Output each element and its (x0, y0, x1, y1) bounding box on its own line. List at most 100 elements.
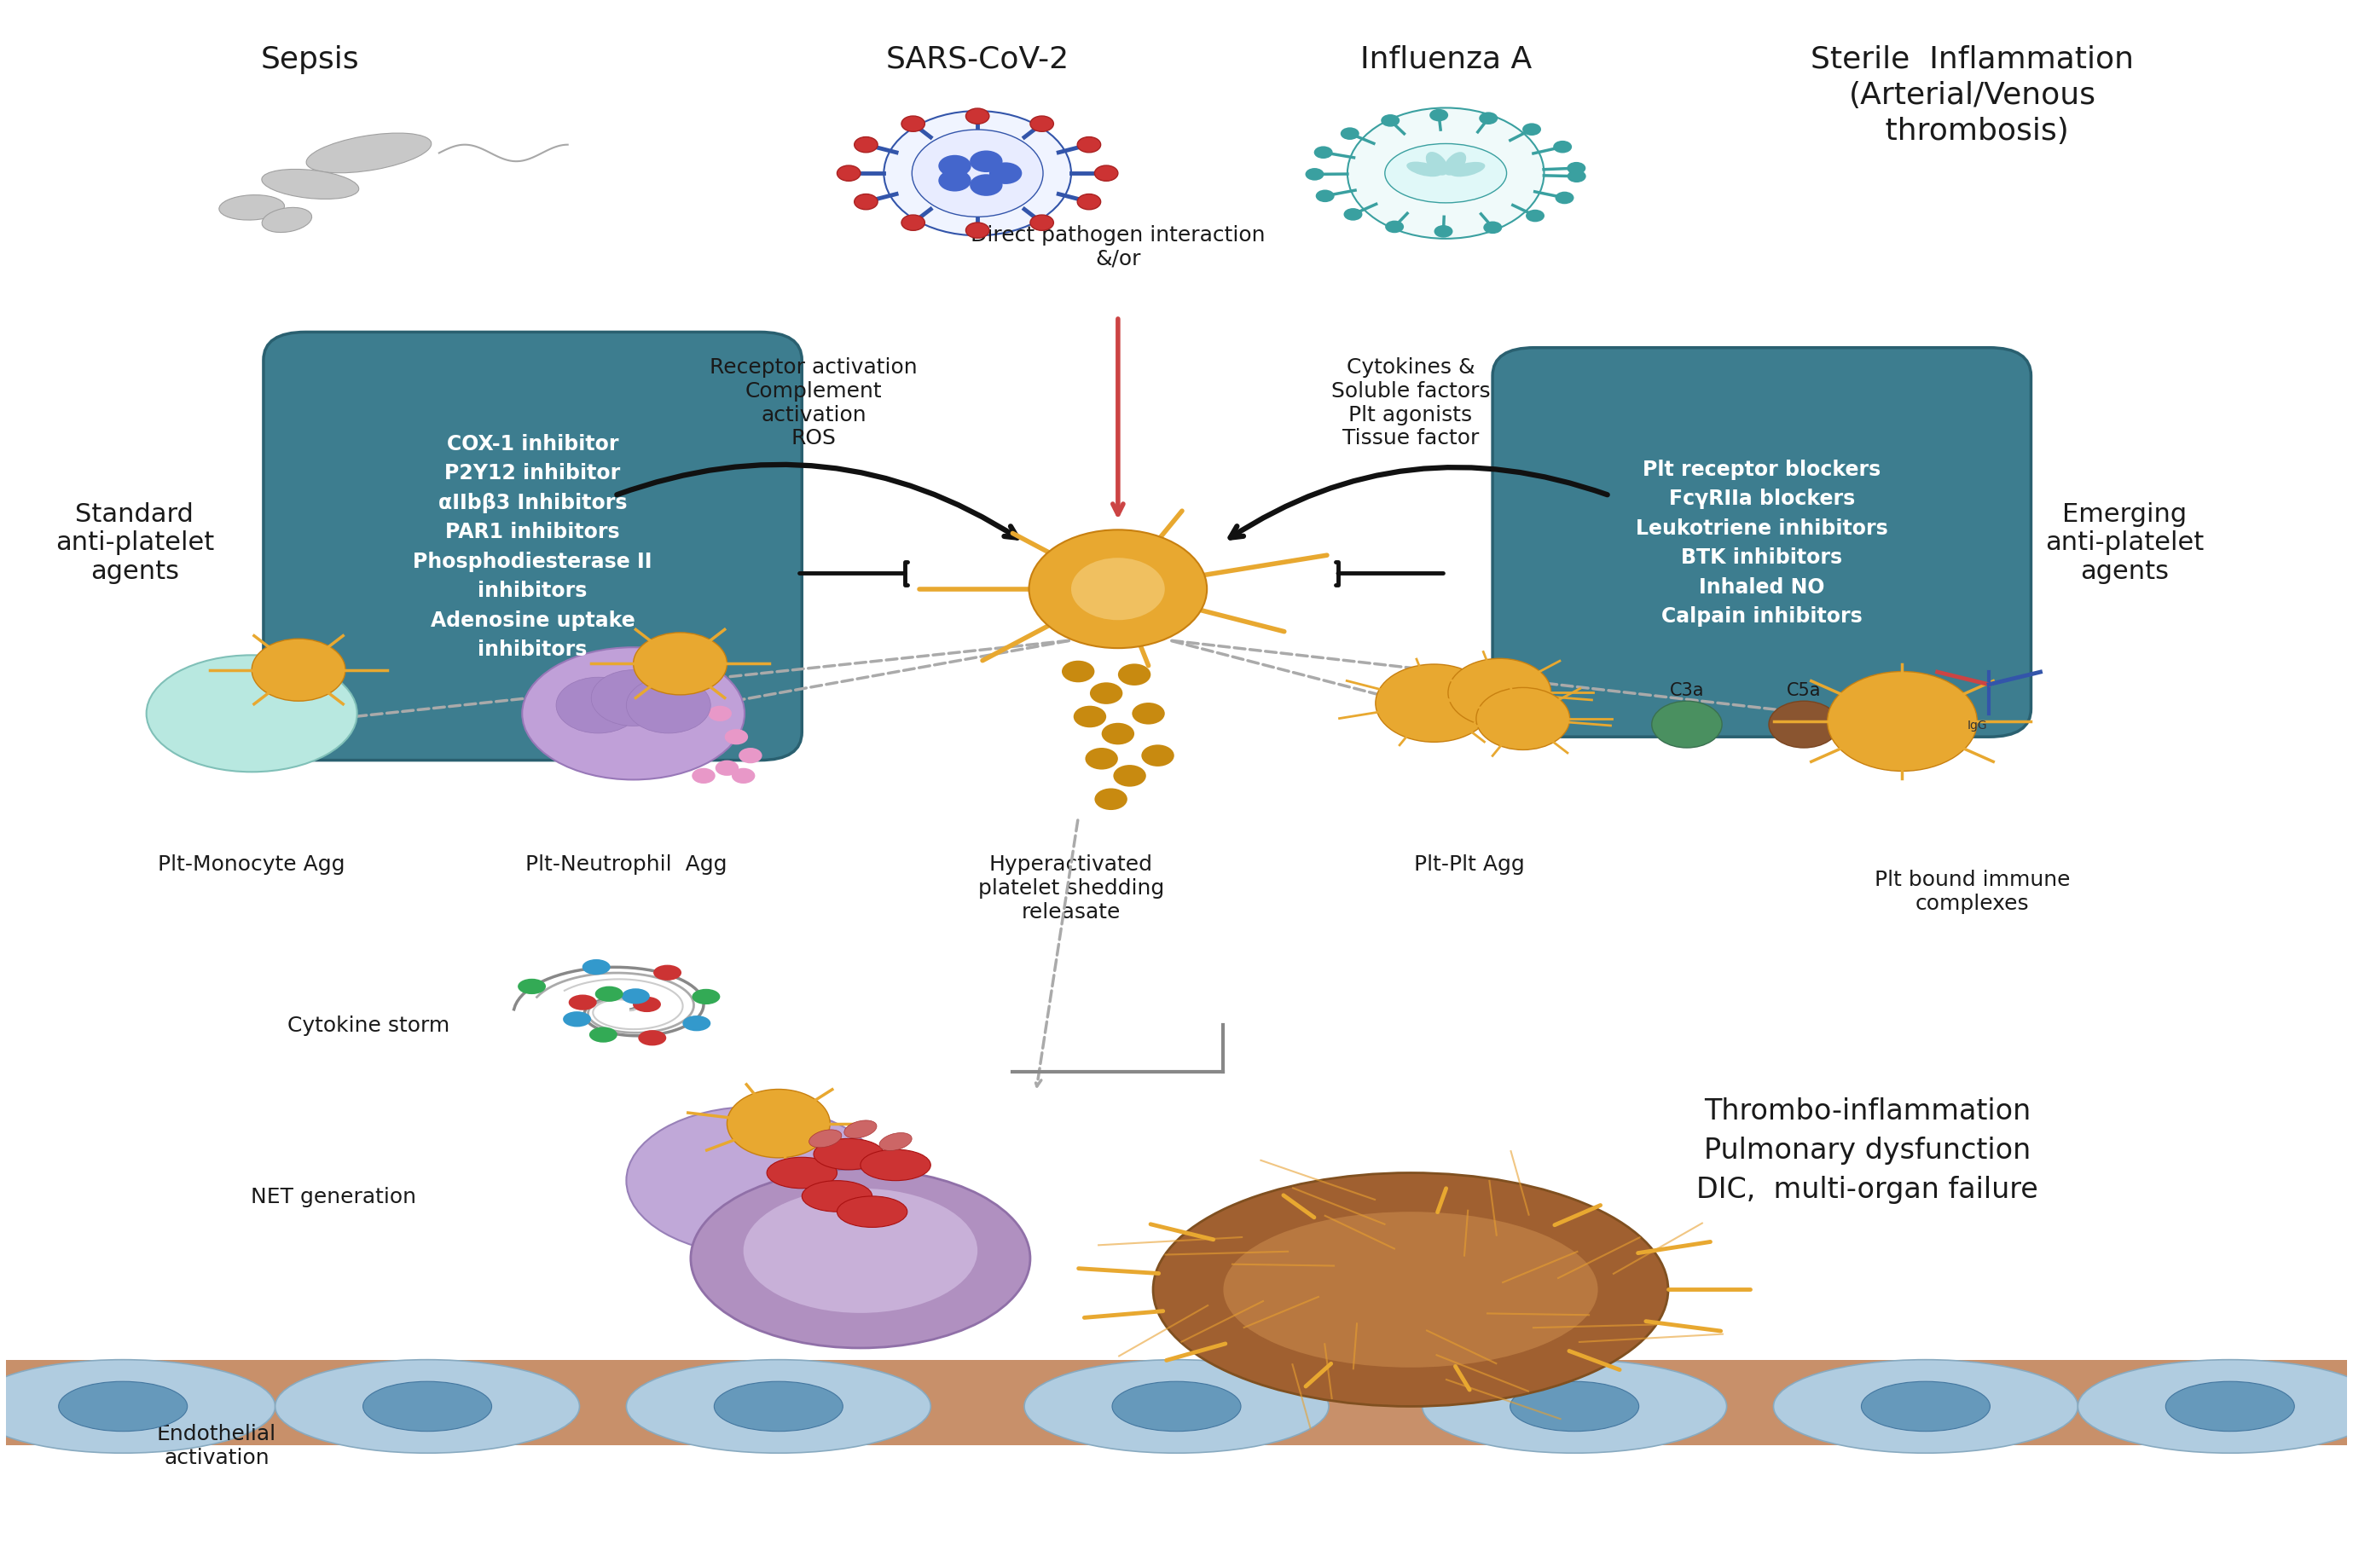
Circle shape (939, 171, 972, 193)
Circle shape (1553, 141, 1572, 154)
Circle shape (965, 223, 988, 238)
Text: Cytokines &
Soluble factors
Plt agonists
Tissue factor: Cytokines & Soluble factors Plt agonists… (1332, 358, 1489, 448)
Ellipse shape (861, 1149, 932, 1181)
Circle shape (1381, 114, 1400, 127)
Circle shape (1377, 665, 1492, 743)
Text: Emerging
anti-platelet
agents: Emerging anti-platelet agents (2045, 502, 2205, 583)
Circle shape (885, 111, 1071, 237)
Circle shape (1118, 665, 1151, 685)
Circle shape (1828, 673, 1977, 771)
Text: Plt-Plt Agg: Plt-Plt Agg (1414, 855, 1525, 875)
Ellipse shape (692, 1170, 1031, 1348)
Circle shape (626, 677, 711, 734)
Circle shape (708, 706, 732, 721)
Bar (7, 1359, 2346, 1446)
Circle shape (1433, 226, 1452, 238)
Ellipse shape (219, 196, 285, 221)
Circle shape (1306, 169, 1325, 182)
Circle shape (1073, 706, 1106, 728)
Ellipse shape (261, 169, 358, 199)
Ellipse shape (59, 1381, 188, 1432)
Circle shape (1031, 216, 1054, 230)
Ellipse shape (1421, 1359, 1727, 1454)
Circle shape (1555, 193, 1574, 205)
Circle shape (591, 671, 675, 726)
Bar (1795, 721, 1814, 743)
Circle shape (555, 677, 640, 734)
Circle shape (1141, 745, 1174, 767)
Circle shape (1567, 163, 1586, 176)
FancyBboxPatch shape (264, 332, 802, 760)
Ellipse shape (845, 1121, 878, 1138)
Ellipse shape (1449, 163, 1485, 177)
Circle shape (1386, 221, 1405, 234)
Circle shape (965, 110, 988, 125)
Circle shape (1132, 702, 1165, 724)
Ellipse shape (713, 1381, 842, 1432)
Text: C3a: C3a (1671, 682, 1704, 698)
FancyBboxPatch shape (1492, 348, 2031, 737)
Circle shape (725, 729, 748, 745)
Circle shape (939, 155, 972, 177)
Ellipse shape (2078, 1359, 2353, 1454)
Circle shape (1094, 789, 1127, 811)
Ellipse shape (814, 1138, 885, 1170)
Circle shape (1475, 688, 1569, 750)
Ellipse shape (275, 1359, 579, 1454)
Ellipse shape (1224, 1212, 1598, 1367)
Text: Hyperactivated
platelet shedding
releasate: Hyperactivated platelet shedding releasa… (979, 855, 1165, 922)
Ellipse shape (1445, 152, 1466, 176)
Circle shape (988, 163, 1021, 185)
Circle shape (969, 151, 1002, 172)
Circle shape (252, 640, 346, 701)
Text: COX-1 inhibitor
P2Y12 inhibitor
αIIbβ3 Inhibitors
PAR1 inhibitors
Phosphodiester: COX-1 inhibitor P2Y12 inhibitor αIIbβ3 I… (414, 434, 652, 660)
Ellipse shape (1769, 701, 1840, 748)
Text: C5a: C5a (1786, 682, 1821, 698)
Ellipse shape (522, 648, 744, 781)
Circle shape (1313, 147, 1332, 160)
Text: Receptor activation
Complement
activation
ROS: Receptor activation Complement activatio… (711, 358, 918, 448)
Text: Sterile  Inflammation
(Arterial/Venous
 thrombosis): Sterile Inflammation (Arterial/Venous th… (1812, 45, 2134, 146)
Circle shape (732, 768, 755, 784)
Circle shape (1078, 194, 1101, 210)
Circle shape (739, 748, 762, 764)
Ellipse shape (744, 1189, 976, 1312)
Text: Thrombo-inflammation
Pulmonary dysfunction
DIC,  multi-organ failure: Thrombo-inflammation Pulmonary dysfuncti… (1697, 1096, 2038, 1203)
Circle shape (1028, 530, 1207, 649)
Ellipse shape (1113, 1381, 1240, 1432)
Ellipse shape (767, 1157, 838, 1189)
Circle shape (1567, 171, 1586, 183)
Ellipse shape (654, 966, 682, 980)
Text: Influenza A: Influenza A (1360, 45, 1532, 74)
Circle shape (1061, 662, 1094, 682)
Ellipse shape (802, 1181, 873, 1212)
Text: Plt bound immune
complexes: Plt bound immune complexes (1875, 870, 2071, 914)
Circle shape (1525, 210, 1544, 223)
Circle shape (1085, 748, 1118, 770)
Ellipse shape (692, 989, 720, 1005)
Ellipse shape (588, 1027, 616, 1043)
Ellipse shape (1153, 1173, 1668, 1406)
Circle shape (1031, 116, 1054, 132)
Text: Standard
anti-platelet
agents: Standard anti-platelet agents (54, 502, 214, 583)
Text: SARS-CoV-2: SARS-CoV-2 (885, 45, 1068, 74)
Circle shape (1431, 110, 1447, 122)
Circle shape (901, 116, 925, 132)
Ellipse shape (626, 1359, 932, 1454)
Ellipse shape (838, 1196, 908, 1228)
Circle shape (1480, 113, 1499, 125)
Ellipse shape (306, 133, 431, 174)
Text: Plt-Monocyte Agg: Plt-Monocyte Agg (158, 855, 346, 875)
Text: Direct pathogen interaction
&/or: Direct pathogen interaction &/or (972, 226, 1266, 270)
Circle shape (838, 166, 861, 182)
Circle shape (1522, 124, 1541, 136)
Circle shape (1101, 723, 1134, 745)
Circle shape (854, 138, 878, 154)
Ellipse shape (1386, 144, 1506, 204)
Text: Plt receptor blockers
FcγRIIa blockers
Leukotriene inhibitors
BTK inhibitors
Inh: Plt receptor blockers FcγRIIa blockers L… (1635, 459, 1887, 626)
Text: Endothelial
activation: Endothelial activation (158, 1424, 275, 1468)
Ellipse shape (638, 1030, 666, 1046)
Ellipse shape (562, 1011, 591, 1027)
Ellipse shape (626, 1107, 885, 1254)
Circle shape (1089, 682, 1122, 704)
